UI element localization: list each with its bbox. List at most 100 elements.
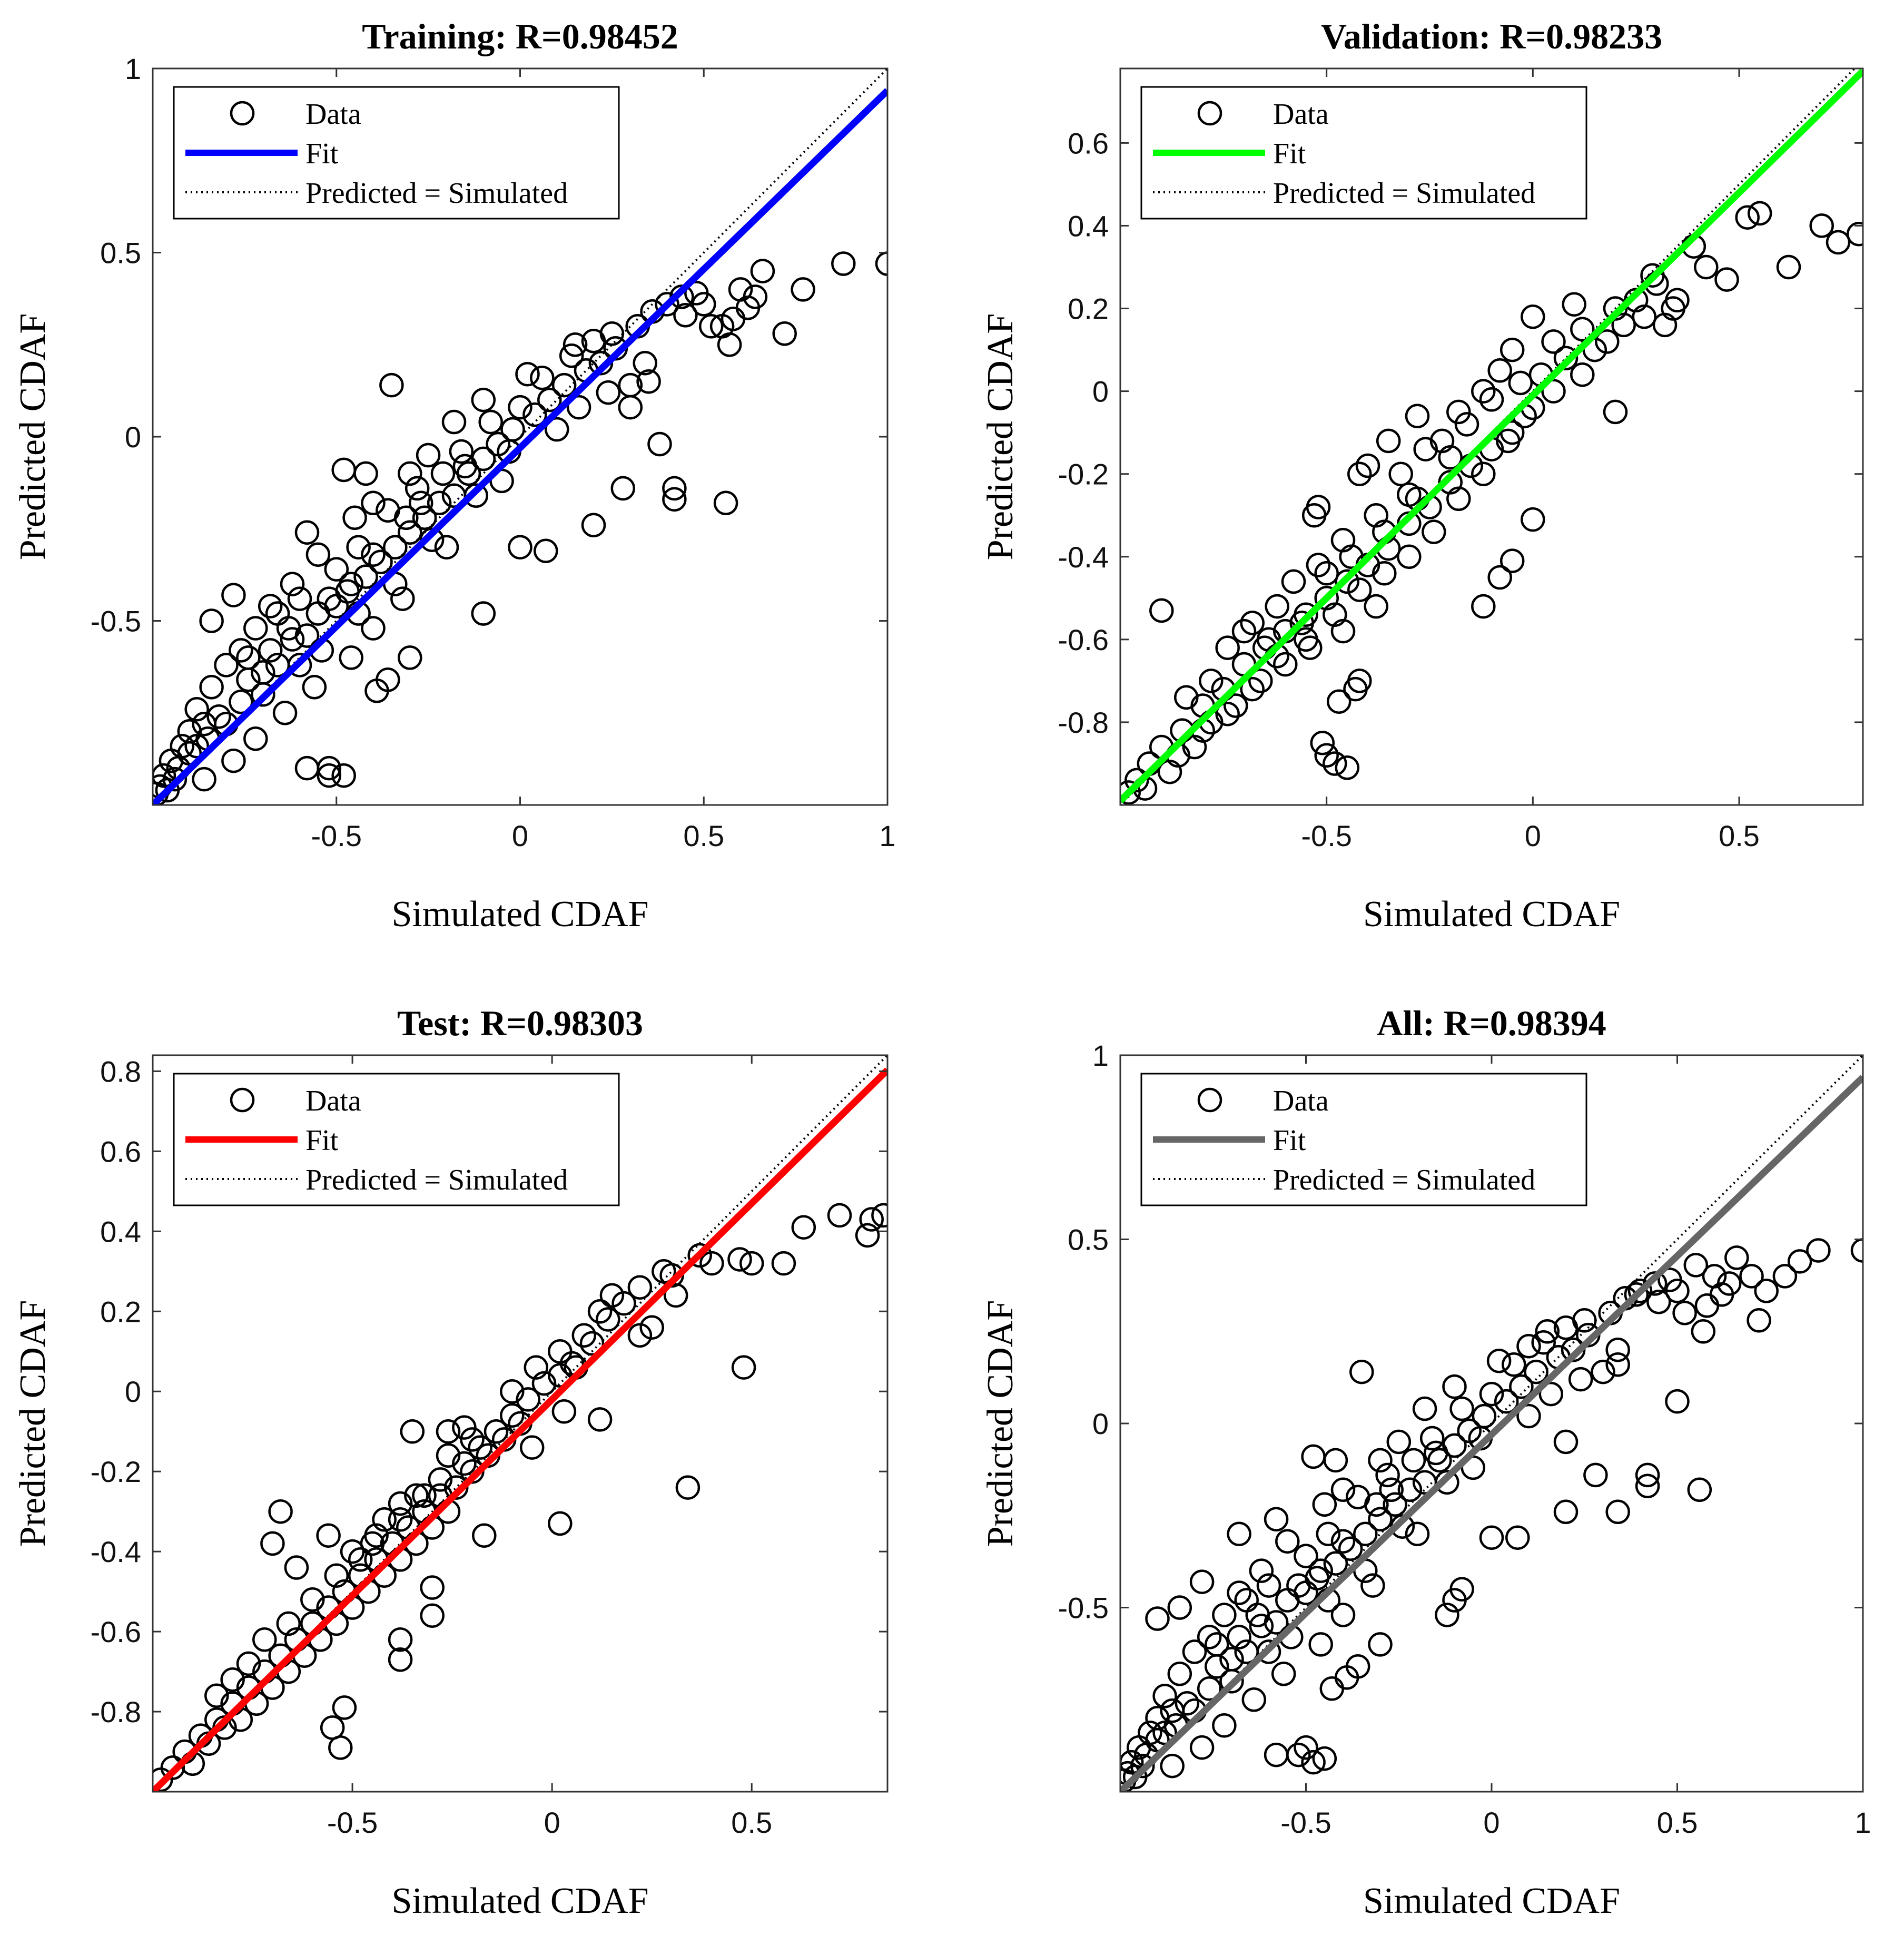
data-point	[1702, 1264, 1727, 1289]
data-point	[1524, 1359, 1548, 1384]
legend: Data Fit Predicted = Simulated	[173, 1073, 620, 1206]
data-point	[1364, 594, 1388, 619]
data-point	[1438, 470, 1463, 495]
y-tick-label: -0.4	[1058, 541, 1109, 574]
x-tick-label: -0.5	[1280, 1806, 1331, 1839]
data-point	[412, 505, 437, 531]
y-tick-label: 0.5	[1068, 1223, 1109, 1256]
data-point	[199, 675, 224, 700]
data-point	[1281, 569, 1306, 594]
data-point	[1538, 1381, 1564, 1407]
y-tick-label: -0.6	[91, 1615, 142, 1648]
data-point	[548, 1363, 573, 1388]
data-point	[655, 292, 679, 317]
data-point	[1212, 1603, 1237, 1627]
data-point	[1632, 304, 1657, 329]
data-point	[1241, 1687, 1267, 1712]
y-tick-label: 1	[125, 52, 141, 85]
data-point	[1314, 561, 1339, 586]
data-point	[376, 667, 400, 692]
data-point	[236, 667, 261, 692]
data-point	[420, 1603, 445, 1628]
data-point	[1412, 1396, 1437, 1421]
data-point	[1197, 1676, 1222, 1701]
data-point	[1724, 1245, 1749, 1270]
data-point	[1435, 1603, 1459, 1627]
y-tick-label: 0.6	[1068, 126, 1109, 160]
data-point	[441, 409, 467, 435]
data-point	[545, 417, 569, 442]
y-tick-label: -0.5	[91, 605, 142, 638]
plot-area	[1120, 1055, 1863, 1792]
x-tick-label: -0.5	[327, 1806, 378, 1839]
data-point	[1687, 1477, 1712, 1502]
data-point	[361, 490, 386, 516]
data-point	[551, 372, 577, 398]
data-point	[443, 1475, 469, 1500]
data-point	[1388, 461, 1413, 486]
data-point	[324, 1563, 349, 1588]
plot-area	[153, 1055, 887, 1792]
data-point	[743, 284, 768, 309]
data-point	[1353, 1521, 1378, 1546]
data-point	[1397, 544, 1422, 569]
data-point	[353, 564, 378, 589]
x-tick-label: 1	[879, 819, 895, 852]
data-point	[1368, 1507, 1393, 1531]
panel-1: Training: R=0.98452 -0.5 0 0.5 1 -0.5 0 0.5 1 Sim…	[13, 16, 896, 935]
data-point	[1553, 1315, 1579, 1340]
data-point	[388, 1507, 413, 1532]
data-point	[379, 372, 404, 398]
data-point	[420, 1575, 445, 1600]
data-point	[1224, 693, 1248, 718]
x-tick-label: 1	[1854, 1806, 1871, 1839]
data-point	[427, 490, 452, 516]
data-point	[1424, 1440, 1448, 1466]
data-point	[1471, 461, 1496, 486]
data-point	[1516, 1333, 1541, 1359]
data-point	[404, 1483, 429, 1508]
data-point	[1249, 1558, 1274, 1583]
data-point	[1694, 254, 1719, 280]
data-point	[587, 1407, 613, 1432]
data-point	[305, 542, 331, 567]
data-point	[328, 1735, 353, 1760]
data-point	[1583, 1462, 1608, 1488]
data-point	[1319, 1676, 1345, 1701]
data-point	[1330, 1477, 1356, 1502]
data-point	[1227, 1521, 1251, 1546]
data-point	[1160, 1753, 1185, 1779]
data-point	[1189, 1569, 1215, 1594]
data-point	[1189, 1735, 1215, 1760]
data-point	[284, 1555, 309, 1580]
data-point	[1850, 1238, 1863, 1263]
data-point	[243, 726, 268, 751]
data-point	[515, 361, 540, 387]
data-point	[1471, 379, 1496, 404]
legend: Data Fit Predicted = Simulated	[1140, 86, 1587, 220]
data-point	[383, 535, 408, 559]
y-axis-label: Predicted CDAF	[13, 1300, 53, 1547]
axes-frame	[1119, 67, 1864, 806]
data-point	[408, 490, 433, 516]
data-point	[1479, 1381, 1504, 1407]
data-point	[855, 1223, 880, 1248]
data-point	[1826, 230, 1851, 255]
data-point	[1199, 669, 1224, 693]
data-point	[463, 483, 489, 508]
data-point	[1635, 1474, 1660, 1499]
data-point	[627, 1323, 653, 1348]
data-point	[214, 653, 239, 677]
data-point	[1314, 586, 1339, 611]
data-point	[1335, 755, 1360, 780]
data-point	[1562, 292, 1586, 317]
legend-label-fit: Fit	[305, 1124, 339, 1157]
data-point	[1160, 1698, 1185, 1723]
data-point	[258, 638, 283, 663]
data-point	[1499, 337, 1525, 362]
data-point	[1231, 618, 1257, 644]
data-point	[739, 1251, 764, 1276]
data-point	[1739, 1264, 1764, 1289]
data-point	[1275, 1529, 1300, 1554]
data-point	[1368, 1448, 1393, 1473]
